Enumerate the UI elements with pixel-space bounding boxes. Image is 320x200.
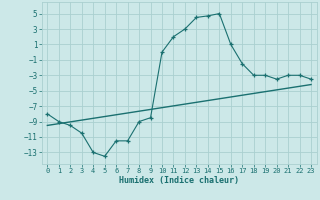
X-axis label: Humidex (Indice chaleur): Humidex (Indice chaleur) xyxy=(119,176,239,185)
